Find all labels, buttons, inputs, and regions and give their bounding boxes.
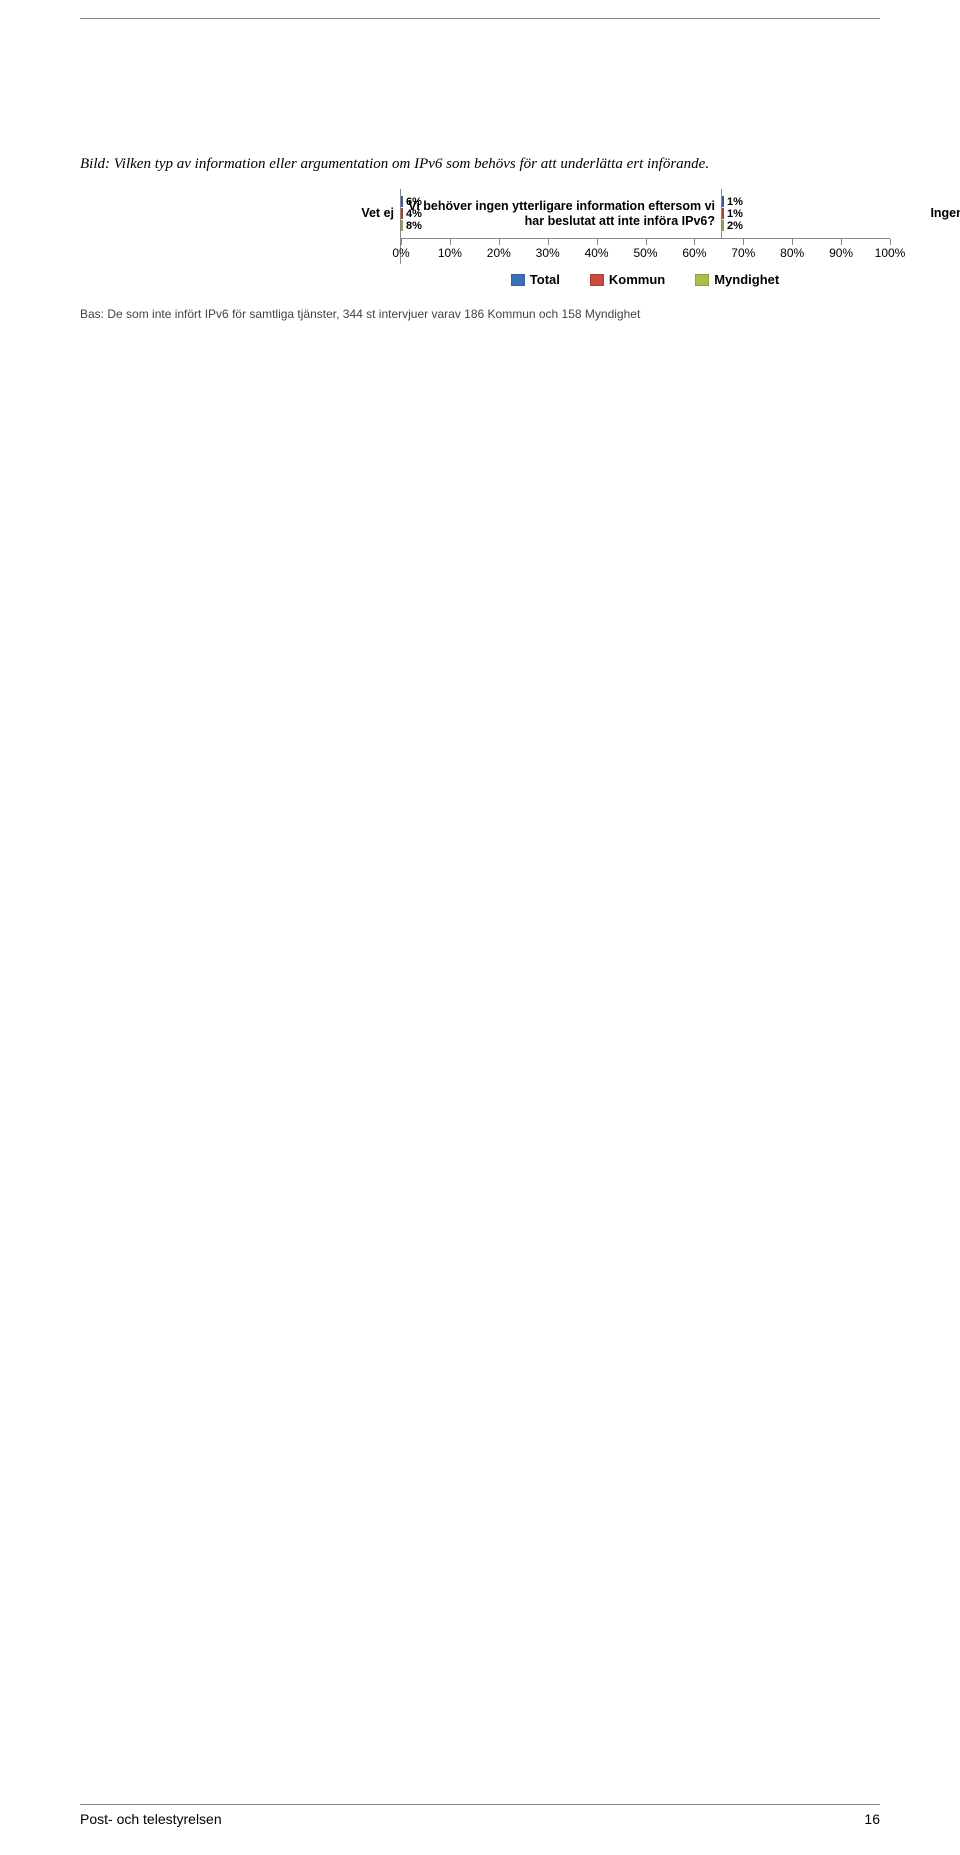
x-tick-label: 80% [780, 246, 804, 260]
x-tick [597, 239, 598, 245]
bar-myndighet: 8% [401, 220, 403, 231]
bar-total: 1% [722, 196, 724, 207]
x-tick [646, 239, 647, 245]
x-tick [694, 239, 695, 245]
legend: Total Kommun Myndighet [400, 268, 890, 291]
figure-caption: Bild: Vilken typ av information eller ar… [80, 154, 880, 175]
legend-swatch [511, 274, 525, 286]
x-axis: 0%10%20%30%40%50%60%70%80%90%100% [400, 238, 890, 264]
x-tick [548, 239, 549, 245]
x-tick [841, 239, 842, 245]
bar-value-label: 1% [727, 208, 743, 220]
chart-category-row: Ingen information23%19%28% [722, 189, 960, 238]
x-tick-label: 50% [633, 246, 657, 260]
x-tick [450, 239, 451, 245]
legend-item-myndighet: Myndighet [695, 272, 779, 287]
x-tick-label: 100% [875, 246, 906, 260]
x-tick-label: 60% [682, 246, 706, 260]
footer-page-number: 16 [864, 1811, 880, 1827]
bottom-rule [80, 1804, 880, 1805]
x-tick-label: 20% [487, 246, 511, 260]
bar-myndighet: 2% [722, 220, 724, 231]
legend-label: Myndighet [714, 272, 779, 287]
x-tick-label: 30% [536, 246, 560, 260]
legend-swatch [695, 274, 709, 286]
chart-category-row: Vi behöver ingen ytterligare information… [401, 189, 722, 238]
category-label: Ingen information [722, 206, 960, 220]
bars-cell: 6%4%8% [400, 189, 401, 238]
legend-row: Total Kommun Myndighet [80, 268, 890, 291]
x-axis-row: 0%10%20%30%40%50%60%70%80%90%100% [80, 238, 890, 264]
bar-kommun: 1% [722, 208, 724, 219]
legend-item-total: Total [511, 272, 560, 287]
category-label: Vet ej [80, 206, 400, 220]
legend-item-kommun: Kommun [590, 272, 665, 287]
bar-value-label: 1% [727, 196, 743, 208]
top-rule [80, 18, 880, 19]
x-tick [890, 239, 891, 245]
bar-value-label: 2% [727, 220, 743, 232]
chart-plot-area: Vet ej6%4%8%Vi behöver ingen ytterligare… [80, 189, 890, 238]
legend-label: Total [530, 272, 560, 287]
bar-total: 6% [401, 196, 403, 207]
page-footer: Post- och telestyrelsen 16 [80, 1804, 880, 1827]
x-tick-label: 70% [731, 246, 755, 260]
bar-value-label: 4% [406, 208, 422, 220]
base-note: Bas: De som inte infört IPv6 för samtlig… [80, 307, 890, 321]
x-tick-label: 90% [829, 246, 853, 260]
x-tick [401, 239, 402, 245]
bar-kommun: 4% [401, 208, 403, 219]
x-tick-label: 40% [585, 246, 609, 260]
category-label: Vi behöver ingen ytterligare information… [401, 199, 721, 228]
x-tick-label: 0% [392, 246, 409, 260]
bar-value-label: 6% [406, 196, 422, 208]
x-tick-label: 10% [438, 246, 462, 260]
x-tick [743, 239, 744, 245]
footer-org: Post- och telestyrelsen [80, 1811, 222, 1827]
bar-value-label: 8% [406, 220, 422, 232]
x-tick [792, 239, 793, 245]
legend-swatch [590, 274, 604, 286]
bars-cell: 1%1%2% [721, 189, 722, 238]
x-tick [499, 239, 500, 245]
chart-category-row: Vet ej6%4%8% [80, 189, 401, 238]
chart-container: Vet ej6%4%8%Vi behöver ingen ytterligare… [80, 189, 890, 321]
legend-label: Kommun [609, 272, 665, 287]
